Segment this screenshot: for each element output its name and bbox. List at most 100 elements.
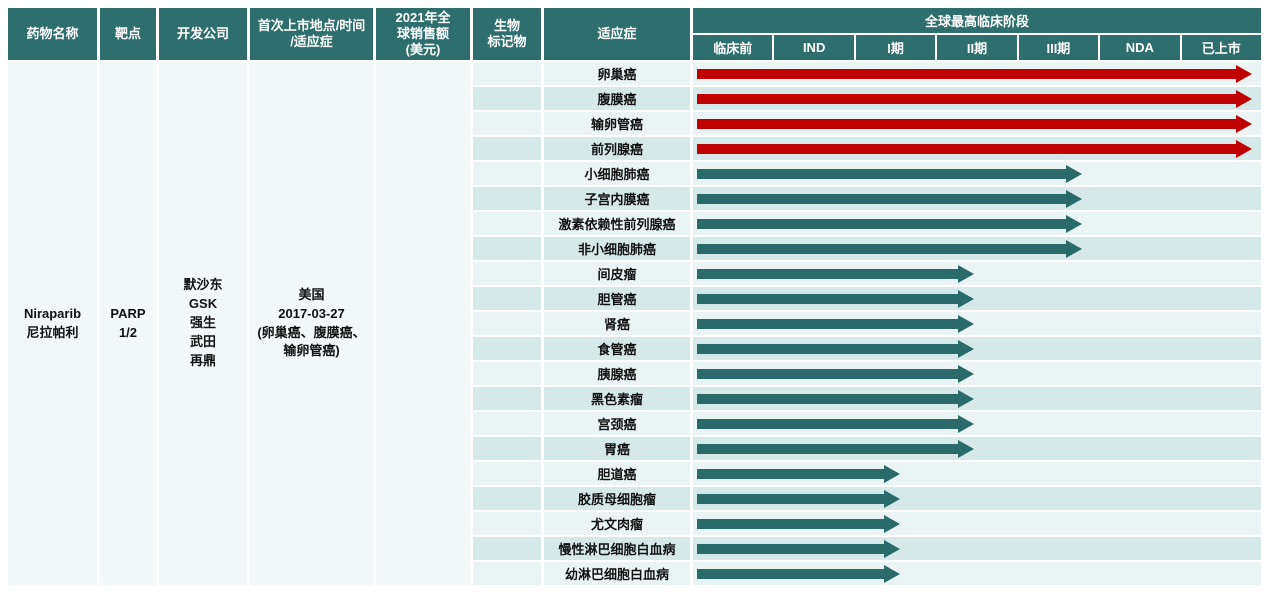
header-company: 开发公司 [159,8,247,60]
biomarker-cell [473,187,541,210]
column-clinical-stage: 全球最高临床阶段 临床前 IND I期 II期 III期 NDA 已上市 [693,8,1261,585]
header-indication: 适应症 [544,8,690,60]
drug-name-cn: 尼拉帕利 [26,324,79,340]
biomarker-cell [473,212,541,235]
indication-label: 食管癌 [544,337,690,360]
biomarker-cells [473,62,541,585]
first-launch-line: 2017-03-27 [278,305,345,321]
drug-pipeline-table: 药物名称 Niraparib 尼拉帕利 靶点 PARP 1/2 开发公司 默沙东… [8,8,1261,585]
clinical-stage-arrow [697,464,901,483]
stage-progress-row [693,537,1261,560]
clinical-stage-arrow [697,364,975,383]
target-cell: PARP 1/2 [100,62,156,585]
stage-progress-row [693,462,1261,485]
biomarker-cell [473,387,541,410]
stage-subheader-marketed: 已上市 [1181,35,1261,60]
clinical-stage-arrow [697,564,901,583]
drug-name-cell: Niraparib 尼拉帕利 [8,62,97,585]
clinical-stage-arrow [697,314,975,333]
stage-progress-row [693,487,1261,510]
indication-label: 胃癌 [544,437,690,460]
stage-progress-row [693,62,1261,85]
column-biomarker: 生物 标记物 [473,8,541,585]
indication-cells: 卵巢癌 腹膜癌 输卵管癌 前列腺癌 小细胞肺癌 子宫内膜癌 激素依赖性前列腺癌 非小细胞肺癌间… [544,62,690,585]
stage-progress-row [693,512,1261,535]
biomarker-cell [473,62,541,85]
biomarker-cell [473,337,541,360]
biomarker-cell [473,437,541,460]
stage-subheader-preclinical: 临床前 [693,35,773,60]
stage-progress-row [693,237,1261,260]
indication-label: 胆道癌 [544,462,690,485]
clinical-stage-arrow [697,489,901,508]
biomarker-cell [473,287,541,310]
clinical-stage-arrow [697,214,1083,233]
stage-progress-row [693,312,1261,335]
stage-rows [693,62,1261,585]
stage-progress-row [693,187,1261,210]
company-name: 默沙东 [183,277,223,293]
company-name: 再鼎 [189,352,216,368]
stage-progress-row [693,112,1261,135]
clinical-stage-arrow [697,189,1083,208]
target-value: PARP 1/2 [110,305,146,340]
stage-header-title: 全球最高临床阶段 [693,8,1261,33]
stage-subheader-nda: NDA [1100,35,1180,60]
indication-label: 肾癌 [544,312,690,335]
clinical-stage-arrow [697,289,975,308]
indication-label: 输卵管癌 [544,112,690,135]
biomarker-cell [473,562,541,585]
column-indication: 适应症 卵巢癌 腹膜癌 输卵管癌 前列腺癌 小细胞肺癌 子宫内膜癌 激素依赖性前列腺癌 非小细… [544,8,690,585]
indication-label: 黑色素瘤 [544,387,690,410]
header-target: 靶点 [100,8,156,60]
clinical-stage-arrow [697,414,975,433]
stage-subheaders: 临床前 IND I期 II期 III期 NDA 已上市 [693,35,1261,60]
column-company: 开发公司 默沙东 GSK 强生 武田 再鼎 [159,8,247,585]
stage-progress-row [693,212,1261,235]
column-sales-2021: 2021年全 球销售额 (美元) [376,8,470,585]
company-name: GSK [188,296,218,312]
drug-name-en: Niraparib [23,305,82,321]
clinical-stage-arrow [697,264,975,283]
stage-progress-row [693,287,1261,310]
clinical-stage-arrow [697,164,1083,183]
stage-progress-row [693,362,1261,385]
company-name: 强生 [189,315,216,331]
indication-label: 幼淋巴细胞白血病 [544,562,690,585]
stage-progress-row [693,437,1261,460]
biomarker-cell [473,412,541,435]
biomarker-cell [473,262,541,285]
indication-label: 子宫内膜癌 [544,187,690,210]
clinical-stage-arrow [697,514,901,533]
biomarker-cell [473,537,541,560]
first-launch-cell: 美国 2017-03-27 (卵巢癌、腹膜癌、 输卵管癌) [250,62,373,585]
marketed-stage-arrow [697,89,1253,108]
biomarker-cell [473,112,541,135]
marketed-stage-arrow [697,64,1253,83]
indication-label: 小细胞肺癌 [544,162,690,185]
indication-label: 卵巢癌 [544,62,690,85]
column-first-launch: 首次上市地点/时间 /适应症 美国 2017-03-27 (卵巢癌、腹膜癌、 输… [250,8,373,585]
column-drug-name: 药物名称 Niraparib 尼拉帕利 [8,8,97,585]
indication-label: 间皮瘤 [544,262,690,285]
clinical-stage-arrow [697,389,975,408]
biomarker-cell [473,512,541,535]
biomarker-cell [473,462,541,485]
clinical-stage-arrow [697,439,975,458]
stage-progress-row [693,87,1261,110]
header-drug-name: 药物名称 [8,8,97,60]
indication-label: 激素依赖性前列腺癌 [544,212,690,235]
indication-label: 尤文肉瘤 [544,512,690,535]
header-sales-2021: 2021年全 球销售额 (美元) [376,8,470,60]
marketed-stage-arrow [697,139,1253,158]
stage-subheader-ind: IND [774,35,854,60]
stage-progress-row [693,262,1261,285]
indication-label: 胰腺癌 [544,362,690,385]
stage-progress-row [693,562,1261,585]
clinical-stage-arrow [697,339,975,358]
indication-label: 慢性淋巴细胞白血病 [544,537,690,560]
biomarker-cell [473,87,541,110]
column-target: 靶点 PARP 1/2 [100,8,156,585]
stage-progress-row [693,137,1261,160]
indication-label: 胆管癌 [544,287,690,310]
